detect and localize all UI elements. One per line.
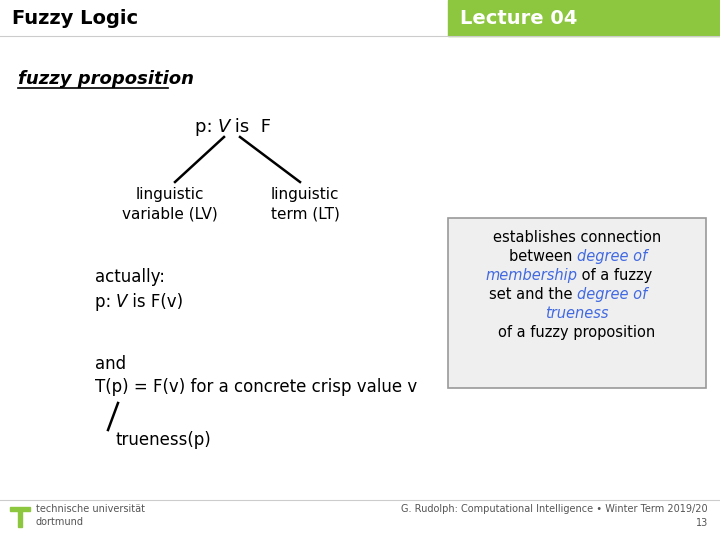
Text: technische universität
dortmund: technische universität dortmund bbox=[36, 504, 145, 527]
Text: establishes connection: establishes connection bbox=[493, 230, 661, 245]
Text: between: between bbox=[509, 249, 577, 264]
Text: Fuzzy Logic: Fuzzy Logic bbox=[12, 9, 138, 28]
Text: T(p) = F(v) for a concrete crisp value v: T(p) = F(v) for a concrete crisp value v bbox=[95, 378, 418, 396]
Text: V: V bbox=[218, 118, 230, 136]
FancyBboxPatch shape bbox=[448, 218, 706, 388]
Text: degree of: degree of bbox=[577, 287, 647, 302]
Text: and: and bbox=[95, 355, 126, 373]
Text: p:: p: bbox=[195, 118, 218, 136]
Bar bbox=[18, 511, 22, 527]
Text: fuzzy proposition: fuzzy proposition bbox=[18, 70, 194, 88]
Text: trueness: trueness bbox=[545, 306, 608, 321]
Text: Lecture 04: Lecture 04 bbox=[460, 9, 577, 28]
Text: V: V bbox=[116, 293, 127, 311]
Text: of a fuzzy proposition: of a fuzzy proposition bbox=[498, 325, 656, 340]
Text: is F(v): is F(v) bbox=[127, 293, 183, 311]
Text: linguistic
variable (LV): linguistic variable (LV) bbox=[122, 187, 218, 222]
Text: trueness(p): trueness(p) bbox=[115, 431, 211, 449]
Text: set and the: set and the bbox=[489, 287, 577, 302]
Text: actually:: actually: bbox=[95, 268, 165, 286]
Text: is  F: is F bbox=[229, 118, 271, 136]
Text: degree of: degree of bbox=[577, 249, 647, 264]
Text: membership: membership bbox=[485, 268, 577, 283]
Text: G. Rudolph: Computational Intelligence • Winter Term 2019/20
13: G. Rudolph: Computational Intelligence •… bbox=[401, 504, 708, 528]
Bar bbox=[448, 0, 720, 36]
Bar bbox=[10, 507, 30, 511]
Bar bbox=[0, 0, 448, 36]
Text: linguistic
term (LT): linguistic term (LT) bbox=[271, 187, 339, 222]
Text: p:: p: bbox=[95, 293, 117, 311]
Text: of a fuzzy: of a fuzzy bbox=[577, 268, 652, 283]
